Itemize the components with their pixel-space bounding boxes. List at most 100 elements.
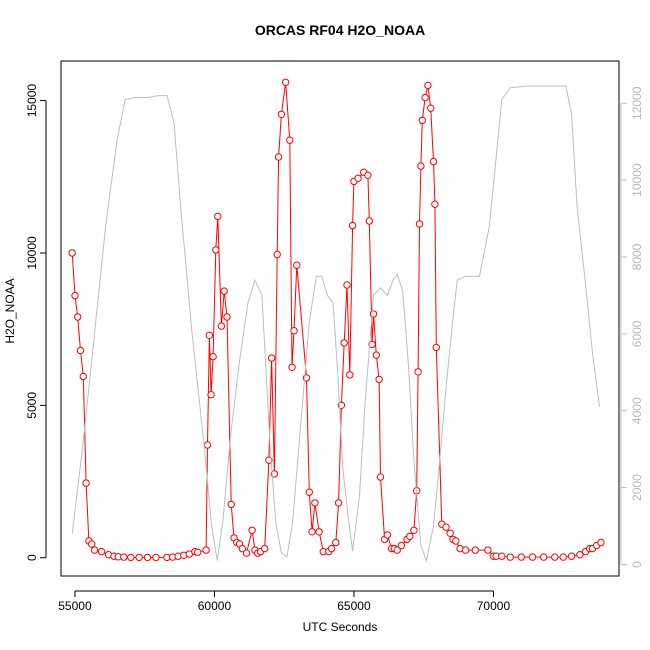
data-point [414,368,422,376]
data-point [212,246,220,254]
data-point [270,470,279,478]
data-point [308,528,316,536]
chart-title: ORCAS RF04 H2O_NOAA [255,22,425,38]
data-point [446,529,454,537]
data-point [305,488,313,496]
data-point [209,352,217,361]
data-point [461,546,470,554]
data-point [427,104,435,112]
data-point [424,81,432,90]
data-point [286,136,294,144]
x-tick-label: 65000 [337,599,371,613]
y-right-tick-label: 8000 [630,243,644,270]
data-point [207,391,215,399]
data-point [202,546,210,554]
data-point [135,553,143,562]
data-point [452,537,460,545]
data-point [567,552,576,560]
data-point [293,261,301,269]
data-point [97,547,106,556]
data-point [274,153,283,161]
data-point [90,546,99,554]
h2o-series-line [71,82,602,558]
data-point [88,540,96,548]
y-right-tick-label: 12000 [630,86,644,120]
data-point [551,553,559,561]
data-point [248,526,256,534]
data-point [74,313,82,321]
data-point [340,339,348,347]
axes: 55000 60000 65000 70000 0 5000 10000 15000 0 2000… [25,60,644,613]
y-right-tick-label: 0 [630,561,644,568]
data-point [71,291,79,300]
data-point [432,343,440,352]
data-point [369,310,378,318]
data-point [393,546,401,554]
data-point [238,544,247,553]
data-point [267,354,276,362]
data-point [288,363,296,371]
data-point [223,313,231,321]
data-point [406,532,414,541]
y-axis-label: H2O_NOAA [3,278,17,343]
data-point [120,553,128,561]
data-point [365,217,373,225]
y-right-tick-label: 4000 [630,397,644,424]
data-point [290,327,298,335]
data-point [311,499,319,507]
data-point [376,473,385,481]
data-point [442,523,450,531]
data-point [484,546,492,554]
data-point [372,351,380,359]
data-point [471,546,479,554]
data-point [82,479,90,487]
data-point [327,544,336,553]
data-point [217,322,226,330]
data-point [517,553,525,561]
data-point [227,500,235,509]
data-point [431,200,439,208]
data-point [315,528,323,536]
data-point [343,281,351,289]
data-point [429,157,438,166]
data-point [418,116,426,125]
data-point [375,375,383,384]
data-point [242,549,251,557]
data-point [265,456,273,464]
data-point [68,249,76,257]
plot-frame [60,60,620,577]
data-point [79,372,88,381]
data-point [383,531,392,539]
data-point [194,548,202,556]
data-point [127,553,135,562]
data-point [281,78,290,87]
data-point [152,553,160,562]
data-point [203,441,212,449]
data-point [346,371,354,379]
data-point [415,220,424,228]
data-point [559,553,567,561]
data-point [368,340,376,349]
data-point [506,553,514,561]
y-right-tick-label: 2000 [630,474,644,501]
x-tick-label: 70000 [477,599,511,613]
x-tick-label: 55000 [58,599,92,613]
data-point [220,287,228,295]
data-point [364,171,372,180]
data-point [576,551,584,559]
data-point [597,538,605,547]
data-point [498,552,506,560]
data-point [354,174,362,183]
data-point [540,553,548,561]
data-point [334,499,343,507]
data-point [76,346,85,355]
y-tick-label: 15000 [25,84,39,118]
y-tick-label: 0 [25,554,39,561]
data-point [332,538,340,547]
data-point [205,331,214,339]
data-point [417,162,425,170]
data-point [528,553,537,561]
data-point [277,110,286,119]
data-point [143,553,152,562]
